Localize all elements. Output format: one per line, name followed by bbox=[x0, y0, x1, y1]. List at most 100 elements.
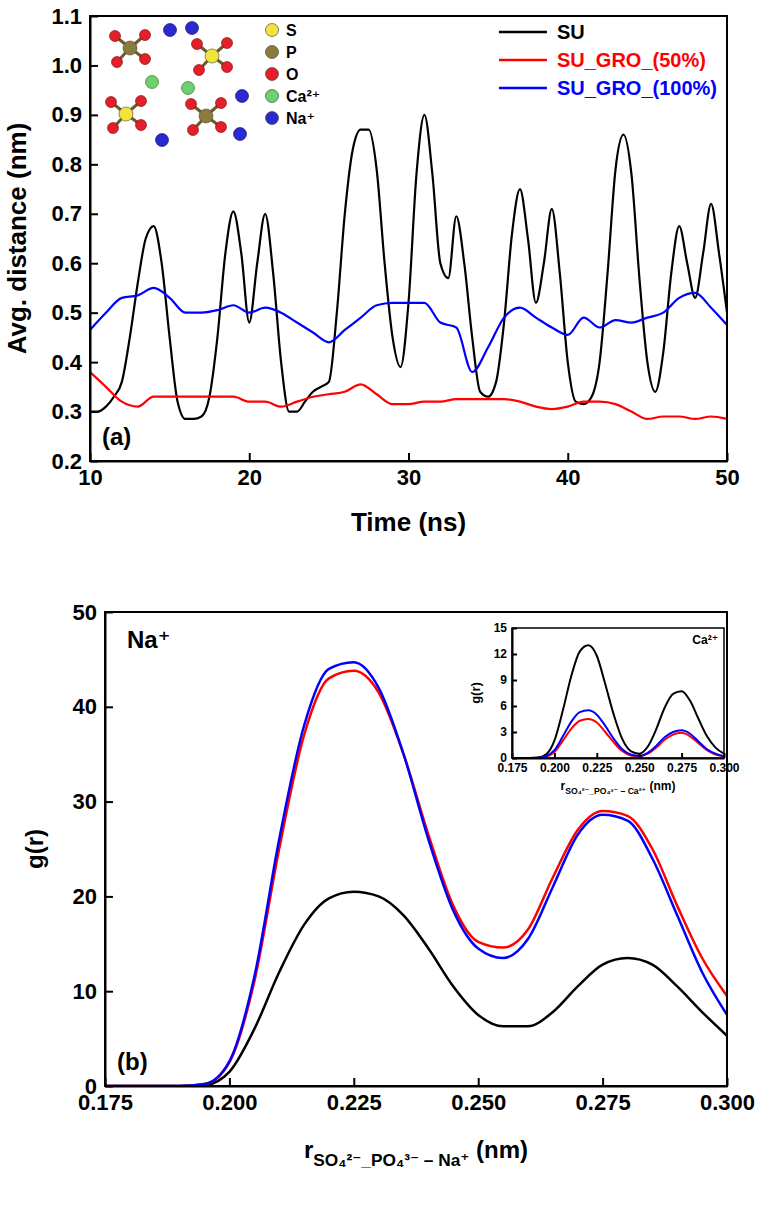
tick-label: 0.6 bbox=[51, 251, 82, 276]
atom bbox=[112, 57, 123, 68]
atom bbox=[108, 123, 119, 134]
tick-mark bbox=[90, 461, 98, 463]
plot-frame bbox=[105, 612, 727, 1086]
atom-legend-label: Na⁺ bbox=[286, 110, 315, 127]
tick-mark bbox=[639, 753, 641, 758]
atom bbox=[123, 41, 137, 55]
atom bbox=[236, 90, 249, 103]
molecule-sketch bbox=[106, 22, 249, 147]
atom bbox=[222, 62, 233, 73]
atom bbox=[182, 82, 195, 95]
tick: 10 bbox=[73, 979, 113, 1004]
tick: 0.225 bbox=[582, 753, 612, 775]
inset-background bbox=[512, 628, 724, 758]
tick: 1.0 bbox=[51, 53, 98, 78]
tick-mark bbox=[724, 753, 726, 758]
tick-label: 0.200 bbox=[202, 1090, 257, 1115]
tick-mark bbox=[90, 362, 98, 364]
plot-frame bbox=[512, 628, 724, 758]
atom-legend-label: Ca²⁺ bbox=[286, 88, 320, 105]
tick-mark bbox=[90, 164, 98, 166]
x-axis-line bbox=[106, 1086, 728, 1088]
atom bbox=[106, 97, 117, 108]
legend-label: SU_GRO_(100%) bbox=[557, 77, 717, 99]
tick-mark bbox=[229, 1078, 231, 1086]
tick-label: 0.250 bbox=[451, 1090, 506, 1115]
atom-legend-dot bbox=[266, 24, 279, 37]
legend: SUSU_GRO_(50%)SU_GRO_(100%) bbox=[499, 21, 717, 99]
tick-mark bbox=[512, 758, 517, 760]
tick: 0.250 bbox=[451, 1078, 506, 1115]
x-axis-title-subscript: SO₄²⁻_PO₄³⁻ – Ca²⁺ bbox=[565, 786, 646, 796]
tick: 0.3 bbox=[51, 399, 98, 424]
curve-label: Ca²⁺ bbox=[692, 633, 718, 647]
tick-mark bbox=[90, 411, 98, 413]
atom bbox=[186, 99, 197, 110]
tick-mark bbox=[90, 16, 98, 18]
tick-label: 1.0 bbox=[51, 53, 82, 78]
tick: 20 bbox=[73, 884, 113, 909]
y-axis-title: g(r) bbox=[21, 829, 48, 869]
tick: 0.6 bbox=[51, 251, 98, 276]
atom bbox=[136, 96, 147, 107]
tick-mark bbox=[512, 628, 517, 630]
series-line bbox=[105, 892, 727, 1086]
tick-label: 0.2 bbox=[51, 449, 82, 474]
panel: 0.1750.2000.2250.2500.2750.30003691215rS… bbox=[468, 621, 740, 795]
tick: 3 bbox=[500, 725, 517, 739]
atom bbox=[192, 39, 203, 50]
panel: 0.1750.2000.2250.2500.2750.3000102030405… bbox=[21, 600, 755, 1170]
tick-label: 3 bbox=[500, 725, 507, 739]
tick-mark bbox=[105, 1086, 113, 1088]
atom-legend: SPOCa²⁺Na⁺ bbox=[266, 22, 321, 127]
atom-legend-label: P bbox=[286, 44, 297, 61]
atom bbox=[136, 120, 147, 131]
tick: 6 bbox=[500, 699, 517, 713]
tick-label: 0.9 bbox=[51, 102, 82, 127]
plot-area bbox=[512, 645, 724, 758]
atom bbox=[194, 65, 205, 76]
tick-mark bbox=[512, 680, 517, 682]
atom bbox=[156, 134, 169, 147]
tick: 0.5 bbox=[51, 300, 98, 325]
tick-mark bbox=[512, 732, 517, 734]
tick: 0.8 bbox=[51, 152, 98, 177]
tick-mark bbox=[105, 896, 113, 898]
tick-mark bbox=[105, 612, 113, 614]
x-axis-title: Time (ns) bbox=[351, 507, 466, 537]
tick-label: 10 bbox=[73, 979, 97, 1004]
tick: 0.225 bbox=[327, 1078, 382, 1115]
tick-label: 20 bbox=[73, 884, 97, 909]
tick: 0.7 bbox=[51, 201, 98, 226]
x-axis: 0.1750.2000.2250.2500.2750.300 bbox=[78, 1078, 755, 1115]
tick: 0.200 bbox=[540, 753, 570, 775]
legend-swatch bbox=[499, 87, 547, 90]
tick-label: 0.200 bbox=[540, 761, 570, 775]
series-line bbox=[90, 115, 727, 419]
x-axis-title-suffix: (nm) bbox=[646, 779, 675, 793]
tick-mark bbox=[90, 312, 98, 314]
tick-label: 12 bbox=[494, 647, 508, 661]
tick-mark bbox=[727, 1078, 729, 1086]
tick-label: 0.250 bbox=[625, 761, 655, 775]
tick: 50 bbox=[73, 600, 113, 625]
legend-label: SU bbox=[557, 21, 585, 43]
tick-label: 40 bbox=[556, 465, 580, 490]
y-axis: 03691215 bbox=[494, 621, 517, 765]
x-axis-line bbox=[513, 758, 725, 760]
atom bbox=[234, 128, 247, 141]
tick-mark bbox=[90, 114, 98, 116]
atom bbox=[199, 109, 213, 123]
tick: 50 bbox=[715, 453, 739, 490]
atom bbox=[119, 107, 133, 121]
tick-mark bbox=[478, 1078, 480, 1086]
tick-label: 0.300 bbox=[700, 1090, 755, 1115]
tick-label: 15 bbox=[494, 621, 508, 635]
tick: 0.300 bbox=[700, 1078, 755, 1115]
y-axis: 01020304050 bbox=[73, 600, 113, 1099]
tick: 0.2 bbox=[51, 449, 98, 474]
y-axis-line bbox=[90, 17, 92, 462]
tick: 0 bbox=[85, 1074, 113, 1099]
tick-label: 0.5 bbox=[51, 300, 82, 325]
tick-label: 0.225 bbox=[327, 1090, 382, 1115]
